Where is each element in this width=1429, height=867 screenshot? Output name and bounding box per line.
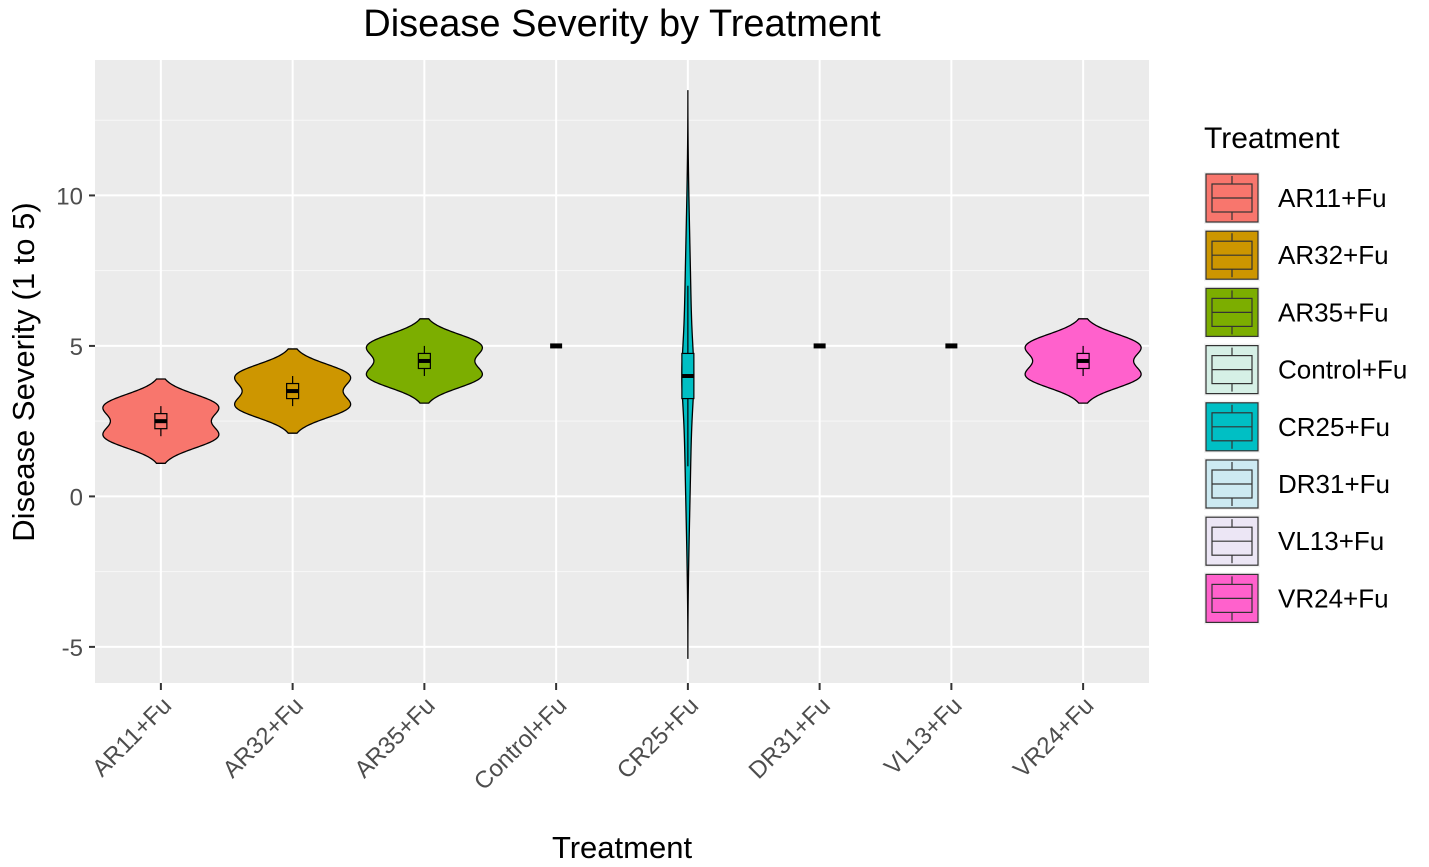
legend-key-AR35+Fu <box>1204 286 1260 339</box>
legend-key-AR32+Fu <box>1204 229 1260 282</box>
legend-key-Control+Fu <box>1204 343 1260 396</box>
legend-label: AR11+Fu <box>1278 183 1387 213</box>
y-tick-label: 10 <box>56 183 83 210</box>
legend-key-VR24+Fu <box>1204 572 1260 625</box>
legend-key-VL13+Fu <box>1204 515 1260 568</box>
x-axis-title: Treatment <box>552 830 693 865</box>
y-tick-label: 0 <box>70 484 83 511</box>
y-tick-label: -5 <box>62 635 83 662</box>
x-tick-label: Control+Fu <box>469 692 573 796</box>
boxplots <box>154 285 1090 467</box>
legend: Treatment AR11+Fu AR32+Fu AR35+Fu Control+F… <box>1204 122 1407 625</box>
legend-label: Control+Fu <box>1278 355 1407 385</box>
legend-label: VL13+Fu <box>1278 526 1384 556</box>
legend-label: DR31+Fu <box>1278 469 1390 499</box>
legend-label: VR24+Fu <box>1278 583 1389 613</box>
legend-key-DR31+Fu <box>1204 458 1260 510</box>
x-axis: AR11+Fu AR32+Fu AR35+Fu Control+Fu CR25+Fu DR… <box>87 683 1099 796</box>
legend-label: AR32+Fu <box>1278 240 1389 270</box>
legend-title: Treatment <box>1204 122 1340 155</box>
legend-key-CR25+Fu <box>1204 400 1260 453</box>
x-tick-label: CR25+Fu <box>612 692 704 784</box>
x-tick-label: VR24+Fu <box>1008 692 1099 783</box>
x-tick-label: AR35+Fu <box>349 692 440 783</box>
y-axis: -5 0 5 10 <box>56 183 95 662</box>
legend-label: AR35+Fu <box>1278 297 1389 327</box>
legend-key-AR11+Fu <box>1204 172 1260 224</box>
legend-label: CR25+Fu <box>1278 412 1390 442</box>
y-tick-label: 5 <box>70 334 83 361</box>
x-tick-label: AR32+Fu <box>218 692 309 783</box>
x-tick-label: AR11+Fu <box>87 692 177 782</box>
y-axis-title: Disease Severity (1 to 5) <box>6 202 41 541</box>
x-tick-label: DR31+Fu <box>744 692 836 784</box>
chart-title: Disease Severity by Treatment <box>363 3 881 45</box>
x-tick-label: VL13+Fu <box>879 692 967 780</box>
